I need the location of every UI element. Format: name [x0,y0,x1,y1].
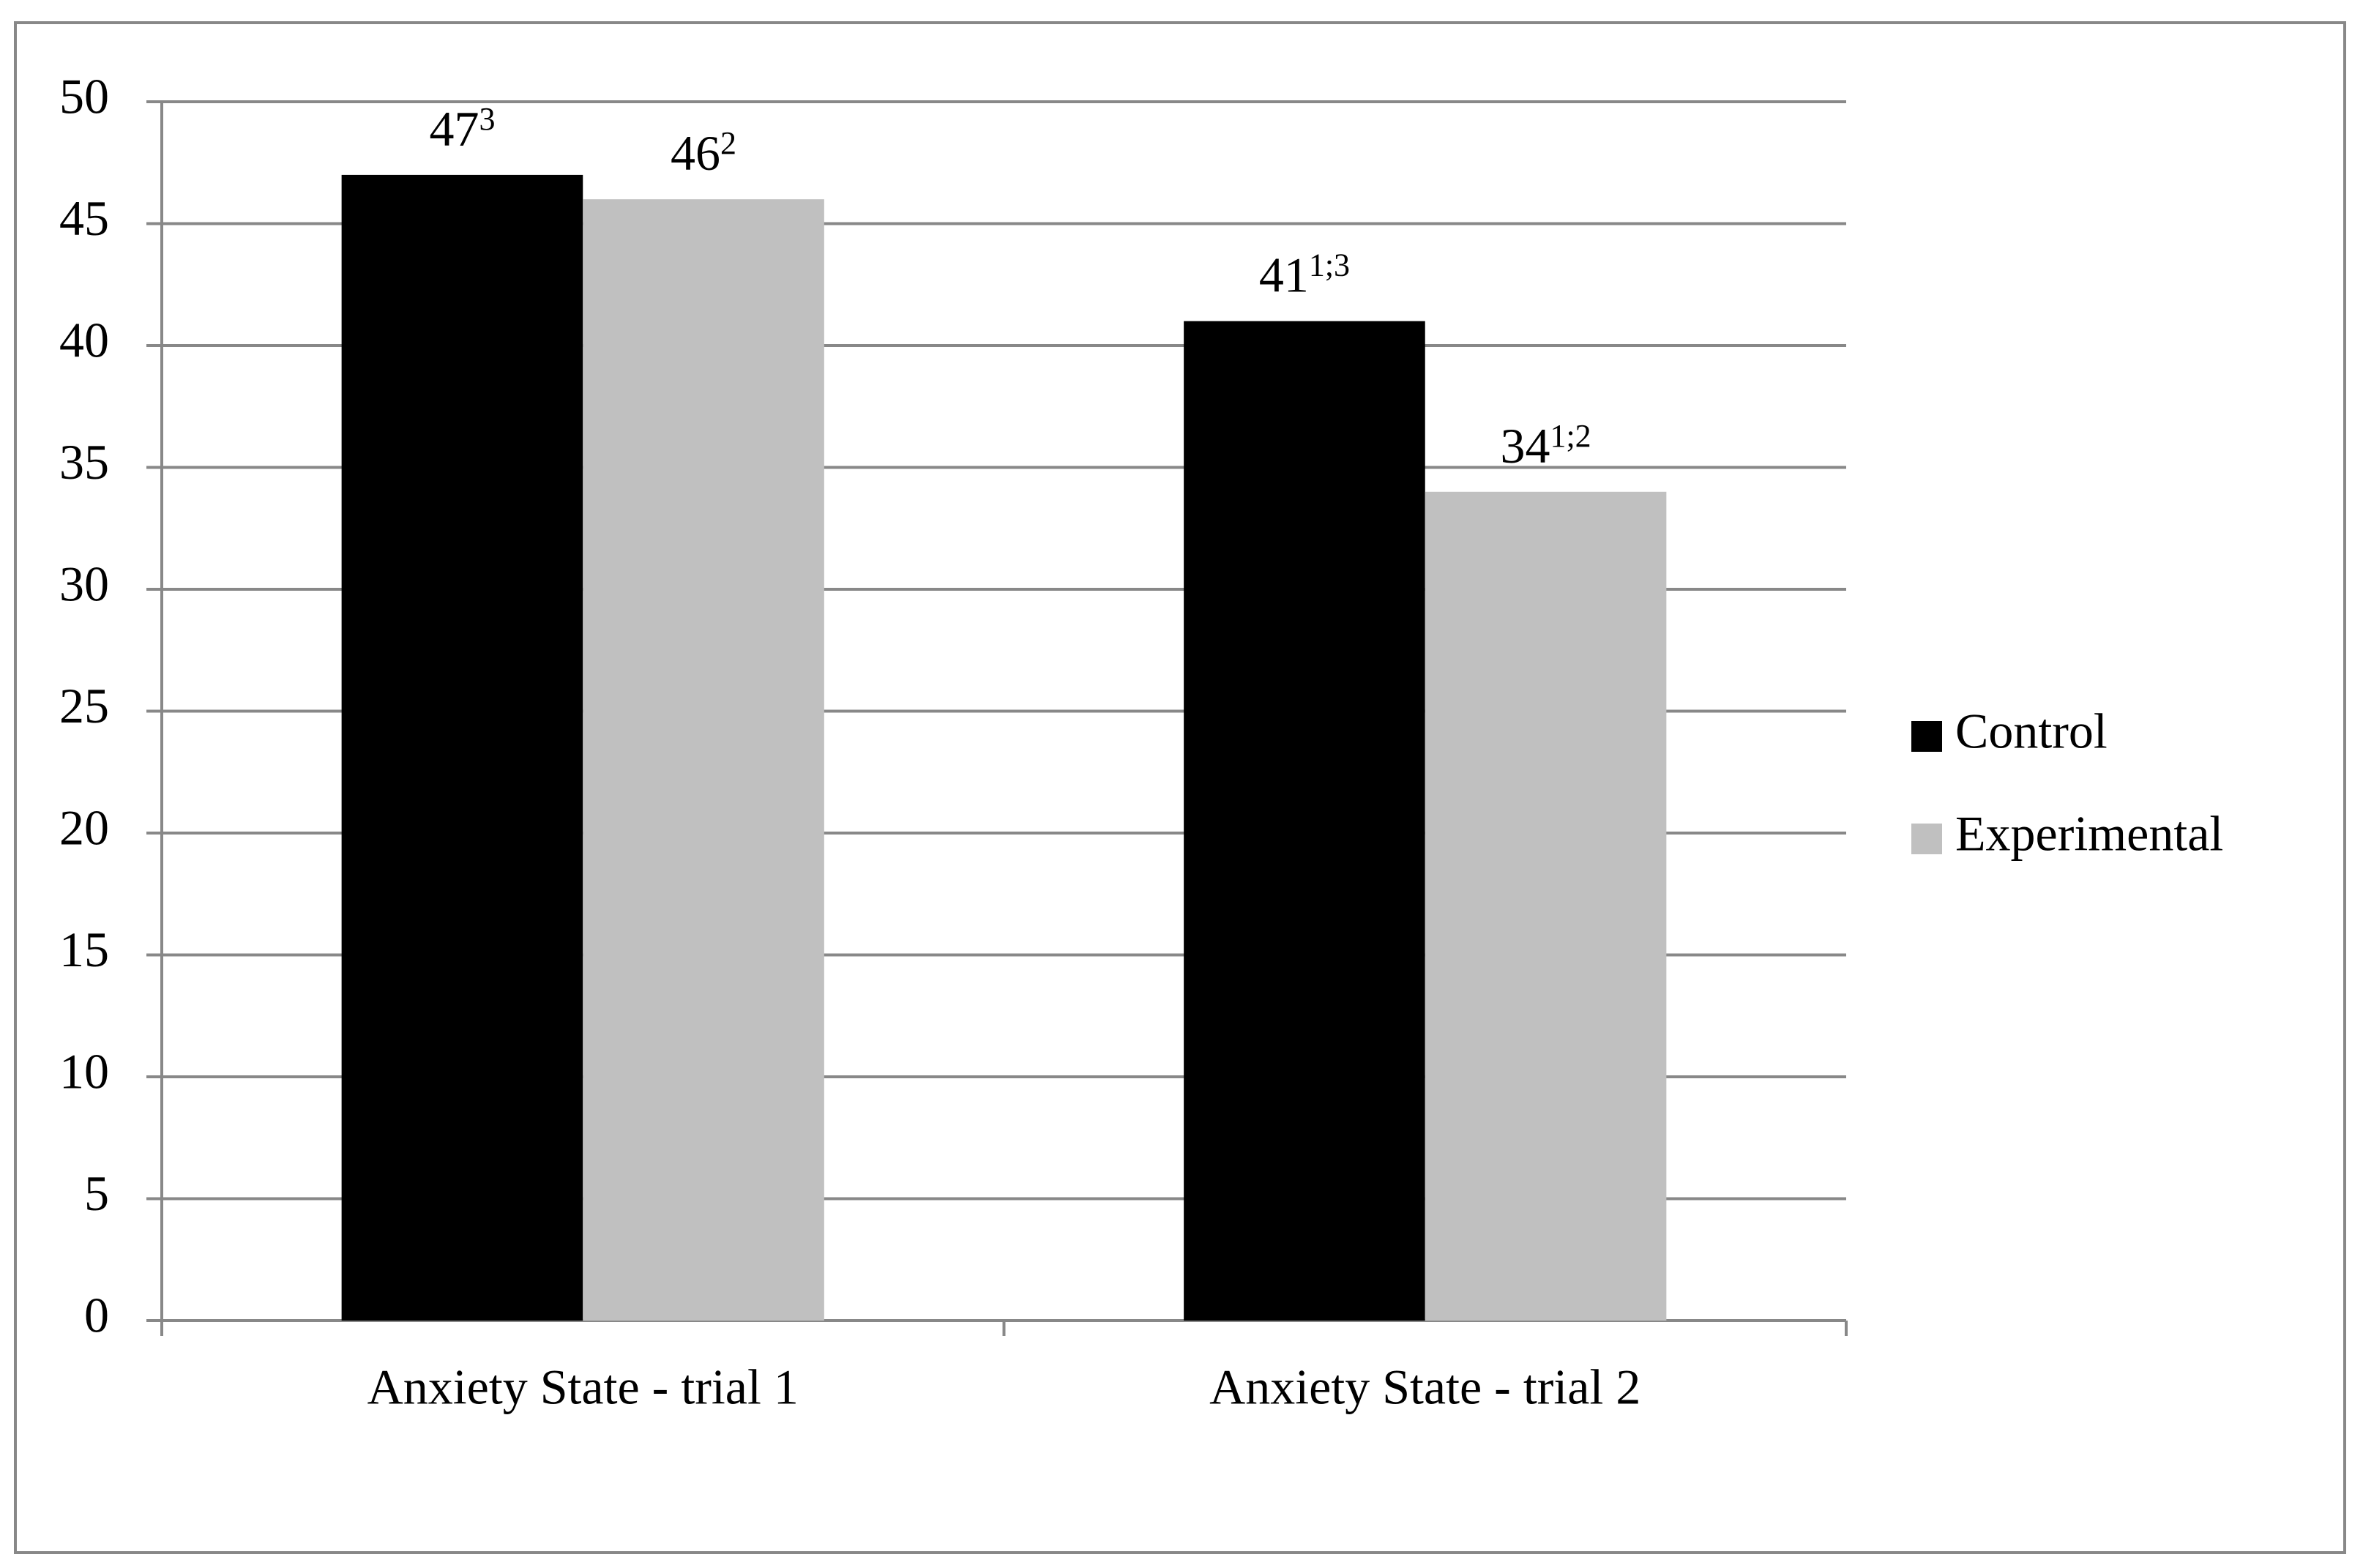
legend-label: Control [1955,703,2108,759]
legend-label: Experimental [1955,806,2223,862]
legend-swatch [1911,721,1942,752]
legend-swatch [1911,824,1942,854]
data-label: 411;3 [1259,247,1350,302]
data-label: 341;2 [1500,417,1591,473]
y-tick-label: 10 [59,1044,109,1100]
data-label-value: 47 [429,101,479,157]
y-tick-label: 20 [59,800,109,856]
bar [583,199,824,1321]
bar [341,174,583,1321]
bar [1425,491,1667,1321]
x-tick-label: Anxiety State - trial 1 [367,1359,799,1415]
data-label-superscript: 2 [720,125,736,161]
data-label-superscript: 1;2 [1550,418,1591,454]
y-tick-label: 40 [59,313,109,368]
data-label: 462 [671,125,736,181]
y-tick-label: 30 [59,556,109,612]
bar [1184,321,1425,1321]
data-label-value: 46 [671,125,720,181]
data-label: 473 [429,101,495,157]
y-tick-label: 50 [59,69,109,124]
data-label-superscript: 1;3 [1309,247,1350,283]
y-tick-label: 35 [59,434,109,490]
y-tick-label: 25 [59,678,109,733]
y-tick-label: 15 [59,922,109,977]
y-tick-label: 0 [84,1288,109,1343]
y-tick-label: 5 [84,1165,109,1221]
x-tick-label: Anxiety State - trial 2 [1209,1359,1640,1415]
y-tick-label: 45 [59,190,109,246]
data-label-value: 34 [1500,417,1550,473]
data-label-superscript: 3 [479,101,495,137]
data-label-value: 41 [1259,247,1309,302]
